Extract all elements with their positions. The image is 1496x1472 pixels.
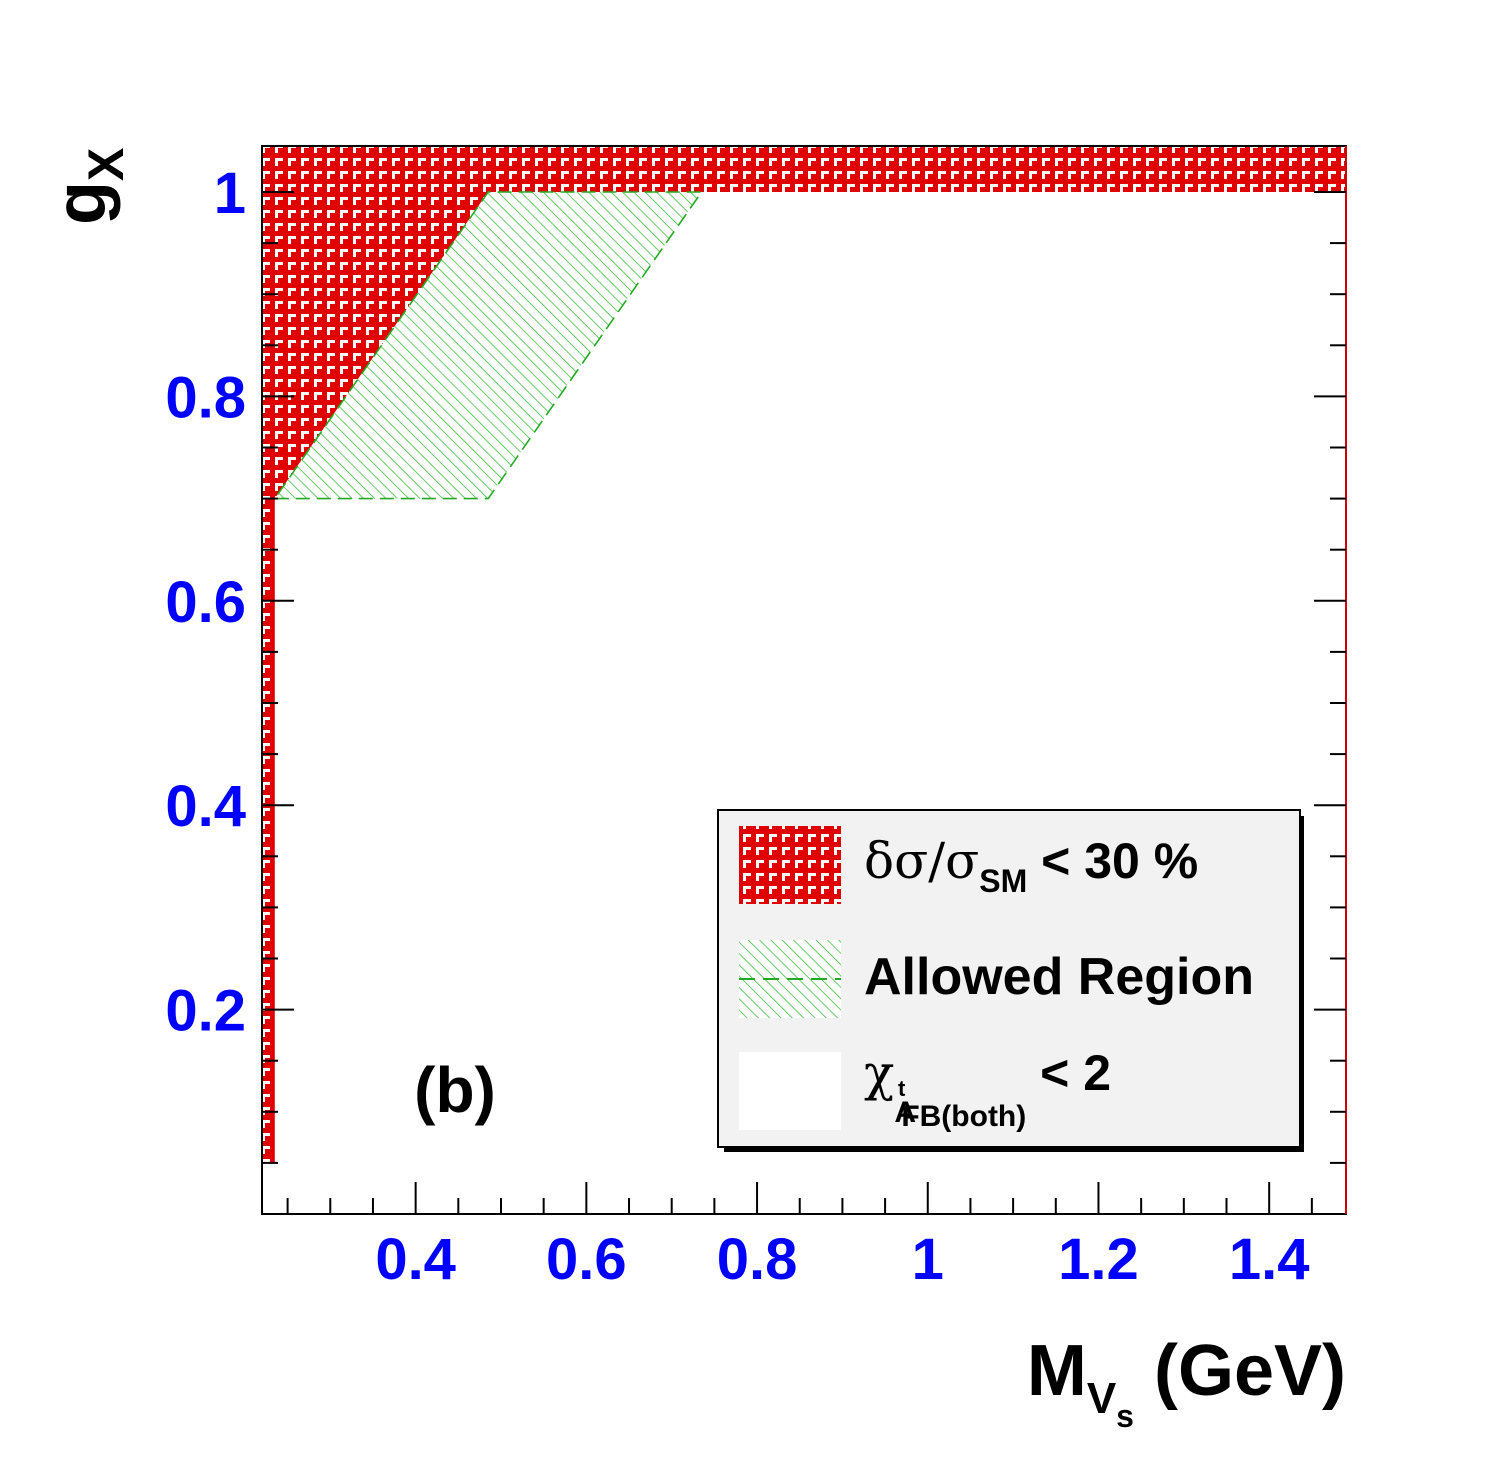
x-tick-label: 0.6 (546, 1227, 627, 1292)
y-axis-title-main: g (41, 181, 121, 225)
y-tick-label: 0.6 (165, 570, 246, 635)
legend-label-chi-sub-a: A (894, 1096, 916, 1129)
allowed-region (274, 192, 702, 499)
x-axis-title-sub: V (1087, 1374, 1117, 1423)
y-tick-labels: 0.2 0.4 0.6 0.8 1 (165, 161, 246, 1044)
ticks (262, 190, 1346, 1214)
x-tick-label: 0.8 (717, 1227, 798, 1292)
legend-label-cross-section-tail: < 30 % (1027, 833, 1198, 889)
allowed-region-outline (273, 191, 704, 500)
legend-label-cross-section: δσ/σSM < 30 % (864, 832, 1198, 899)
red-region-0 (262, 146, 1346, 192)
legend-label-cross-section-greek: δσ/σ (864, 832, 979, 890)
y-tick-label: 0.4 (165, 774, 246, 839)
y-axis-title-sub: X (78, 148, 134, 181)
x-tick-labels: 0.4 0.6 0.8 1 1.2 1.4 (375, 1227, 1309, 1292)
y-tick-label: 1 (214, 161, 246, 226)
regions (262, 146, 1346, 1163)
legend-label-chi-sub-fb: FB(both) (901, 1100, 1026, 1133)
panel-label: (b) (414, 1054, 496, 1126)
legend-swatch-red (739, 826, 841, 904)
legend-label-chi: χAt FB(both) < 2 (864, 1044, 1111, 1133)
legend-label-allowed: Allowed Region (864, 948, 1254, 1006)
x-tick-label: 1.4 (1229, 1227, 1310, 1292)
legend-label-chi-tail: < 2 (1026, 1045, 1111, 1101)
red-region-2 (262, 498, 275, 1163)
legend-label-chi-sup: t (898, 1076, 906, 1101)
x-tick-label: 0.4 (375, 1227, 456, 1292)
x-axis-title-unit: (GeV) (1134, 1331, 1346, 1411)
red-region-1 (262, 192, 489, 499)
legend: δσ/σSM < 30 % Allowed Region χAt FB(both)… (717, 809, 1304, 1152)
y-axis-title: gX (41, 148, 134, 225)
x-axis-title: MVs (GeV) (1027, 1331, 1346, 1434)
x-tick-label: 1.2 (1058, 1227, 1139, 1292)
x-axis-title-subsub: s (1116, 1398, 1134, 1434)
legend-label-chi-greek: χ (864, 1044, 894, 1102)
legend-label-cross-section-sub: SM (979, 863, 1027, 899)
y-tick-label: 0.8 (165, 365, 246, 430)
legend-swatch-white (739, 1052, 841, 1130)
y-tick-label: 0.2 (165, 979, 246, 1044)
x-tick-label: 1 (912, 1227, 944, 1292)
x-axis-title-main: M (1027, 1331, 1087, 1411)
